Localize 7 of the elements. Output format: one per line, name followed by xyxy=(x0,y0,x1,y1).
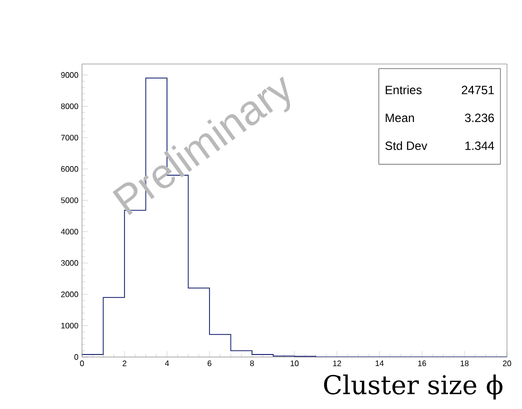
annotation: 3.236 xyxy=(464,114,494,122)
annotation: Entries xyxy=(386,85,422,94)
annotation: Std Dev xyxy=(385,141,428,150)
annotation: Mean xyxy=(386,114,414,122)
x-axis-title: Cluster size ϕ xyxy=(324,374,502,400)
annotation: 1.344 xyxy=(465,142,494,150)
annotation: 24751 xyxy=(462,86,494,94)
